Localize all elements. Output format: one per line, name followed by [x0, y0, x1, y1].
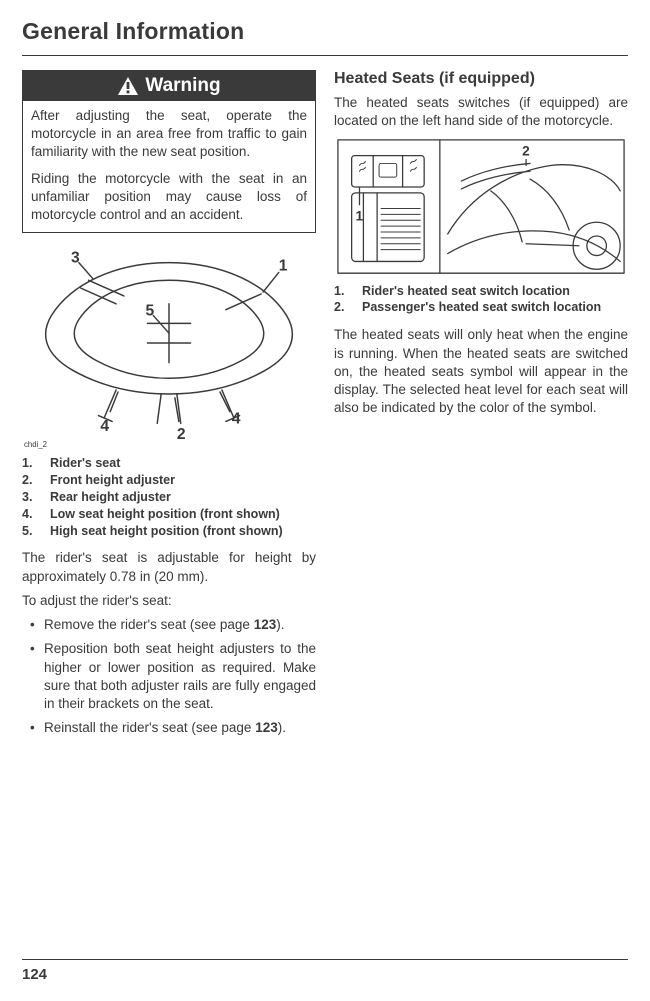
seat-legend-text: Rear height adjuster: [50, 489, 316, 506]
seat-step-3: Reinstall the rider's seat (see page 123…: [44, 719, 316, 737]
seat-legend-item: 4. Low seat height position (front shown…: [50, 506, 316, 523]
page-ref-123: 123: [254, 617, 277, 632]
heated-legend-text: Rider's heated seat switch location: [362, 283, 628, 300]
warning-triangle-icon: [117, 76, 139, 96]
heated-intro: The heated seats switches (if equipped) …: [334, 94, 628, 130]
heated-body: The heated seats will only heat when the…: [334, 326, 628, 417]
heated-seats-heading: Heated Seats (if equipped): [334, 70, 628, 88]
heated-callout-2: 2: [522, 144, 530, 159]
seat-para-1: The rider's seat is adjustable for heigh…: [22, 549, 316, 585]
heated-legend-num: 2.: [334, 299, 362, 316]
seat-legend-num: 2.: [22, 472, 50, 489]
seat-legend-num: 3.: [22, 489, 50, 506]
seat-step-1b: ).: [276, 617, 284, 632]
seat-step-3a: Reinstall the rider's seat (see page: [44, 720, 255, 735]
seat-legend-num: 1.: [22, 455, 50, 472]
page-footer: 124: [22, 959, 628, 983]
warning-para-2: Riding the motorcycle with the seat in a…: [31, 170, 307, 225]
seat-legend-item: 5. High seat height position (front show…: [50, 523, 316, 540]
left-column: Warning After adjusting the seat, operat…: [22, 70, 316, 743]
seat-step-2: Reposition both seat height adjusters to…: [44, 640, 316, 713]
seat-step-1a: Remove the rider's seat (see page: [44, 617, 254, 632]
seat-diagram: 3 1 5 4 4 2 chdi_2: [22, 245, 316, 451]
seat-legend-item: 3. Rear height adjuster: [50, 489, 316, 506]
seat-callout-5: 5: [145, 303, 154, 320]
heated-legend-item: 1. Rider's heated seat switch location: [362, 283, 628, 300]
seat-para-2: To adjust the rider's seat:: [22, 592, 316, 610]
two-column-layout: Warning After adjusting the seat, operat…: [22, 70, 628, 743]
seat-step-1: Remove the rider's seat (see page 123).: [44, 616, 316, 634]
heated-legend-item: 2. Passenger's heated seat switch locati…: [362, 299, 628, 316]
seat-callout-3: 3: [71, 250, 80, 267]
page-title: General Information: [22, 18, 628, 56]
page-ref-123: 123: [255, 720, 278, 735]
seat-legend-item: 2. Front height adjuster: [50, 472, 316, 489]
seat-legend: 1. Rider's seat 2. Front height adjuster…: [22, 455, 316, 539]
seat-legend-item: 1. Rider's seat: [50, 455, 316, 472]
warning-para-1: After adjusting the seat, operate the mo…: [31, 107, 307, 162]
heated-switch-diagram: 1 2: [334, 136, 628, 278]
warning-label: Warning: [145, 75, 220, 97]
seat-legend-text: Front height adjuster: [50, 472, 316, 489]
warning-box: Warning After adjusting the seat, operat…: [22, 70, 316, 233]
seat-step-3b: ).: [278, 720, 286, 735]
seat-callout-4a: 4: [100, 419, 109, 436]
right-column: Heated Seats (if equipped) The heated se…: [334, 70, 628, 743]
seat-legend-num: 4.: [22, 506, 50, 523]
seat-callout-2: 2: [177, 426, 186, 443]
page-number: 124: [22, 966, 47, 983]
seat-callout-4b: 4: [232, 411, 241, 428]
heated-legend-text: Passenger's heated seat switch location: [362, 299, 628, 316]
heated-legend-num: 1.: [334, 283, 362, 300]
seat-callout-1: 1: [279, 258, 288, 275]
warning-body: After adjusting the seat, operate the mo…: [23, 101, 315, 232]
seat-legend-text: High seat height position (front shown): [50, 523, 316, 540]
heated-callout-1: 1: [356, 209, 364, 224]
warning-header: Warning: [23, 71, 315, 101]
heated-legend: 1. Rider's heated seat switch location 2…: [334, 283, 628, 317]
seat-steps-list: Remove the rider's seat (see page 123). …: [22, 616, 316, 737]
seat-legend-text: Low seat height position (front shown): [50, 506, 316, 523]
seat-legend-num: 5.: [22, 523, 50, 540]
seat-diagram-footnote: chdi_2: [24, 440, 47, 449]
seat-legend-text: Rider's seat: [50, 455, 316, 472]
